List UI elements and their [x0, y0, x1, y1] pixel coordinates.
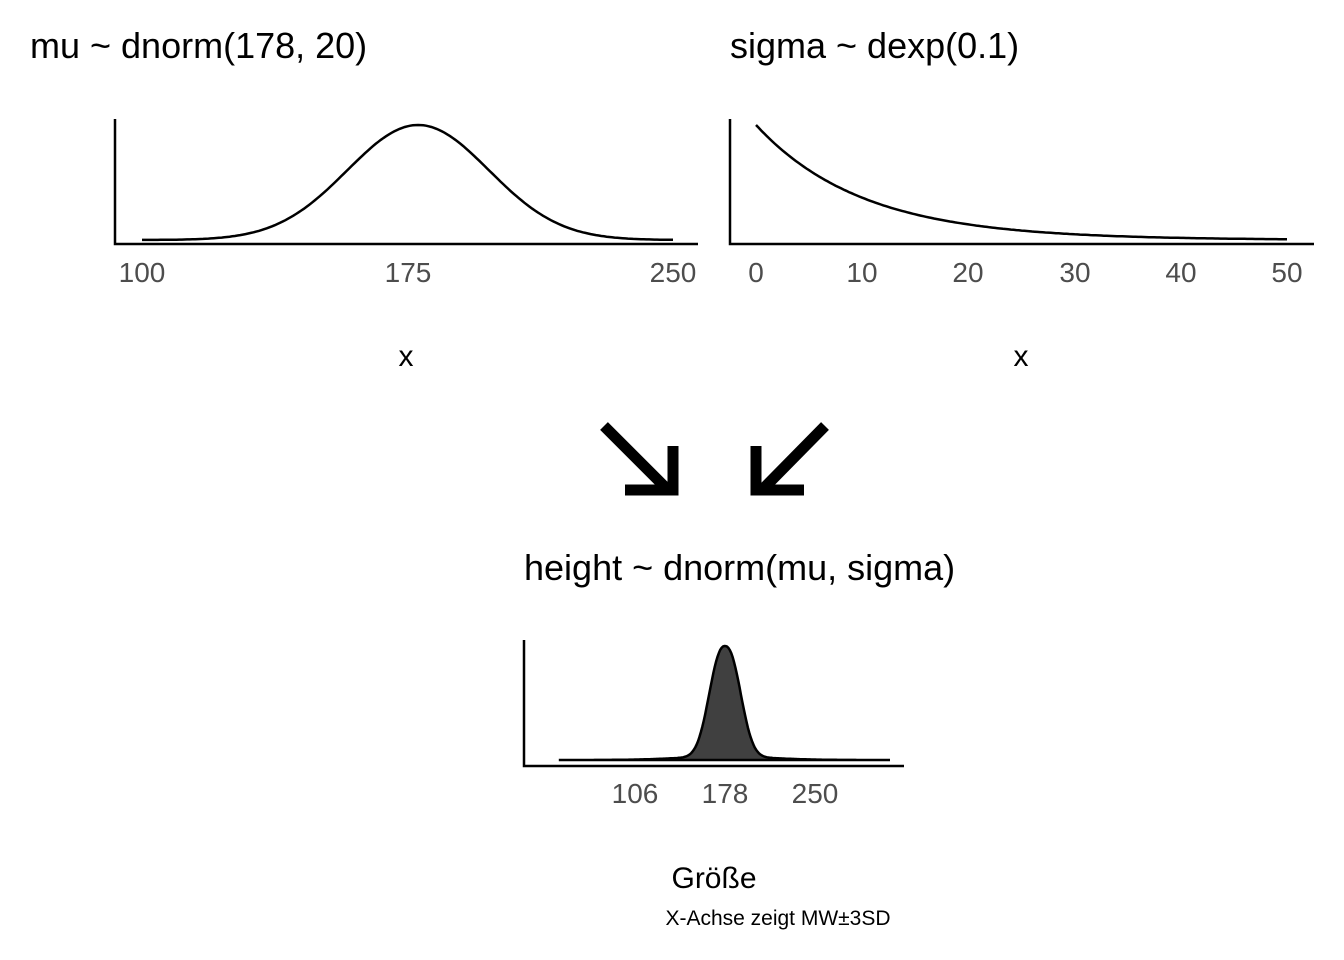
sigma-prior-panel: sigma ~ dexp(0.1) 0 10 20 30 40 50 x: [728, 25, 1314, 373]
sigma-prior-axes: [728, 119, 1314, 246]
mu-prior-panel: mu ~ dnorm(178, 20) 100 175 250 x: [30, 25, 698, 373]
mu-prior-axes: [113, 119, 698, 246]
sigma-prior-tick-label: 20: [952, 257, 983, 288]
arrow-down-right-icon: [600, 422, 679, 496]
height-tick-label: 106: [612, 778, 659, 809]
sigma-prior-density-curve: [755, 124, 1287, 241]
height-caption: X-Achse zeigt MW±3SD: [665, 907, 890, 930]
mu-prior-x-axis-label: x: [399, 340, 414, 373]
height-panel: height ~ dnorm(mu, sigma) 106 178 250 Gr…: [522, 547, 955, 930]
mu-prior-tick-label: 250: [650, 257, 697, 288]
height-density-area: [558, 644, 890, 762]
sigma-prior-tick-label: 10: [846, 257, 877, 288]
sigma-prior-tick-label: 50: [1271, 257, 1302, 288]
mu-prior-density-curve: [142, 123, 673, 242]
sigma-prior-x-axis-label: x: [1014, 340, 1029, 373]
sigma-prior-tick-label: 40: [1165, 257, 1196, 288]
sigma-prior-tick-label: 0: [748, 257, 764, 288]
height-tick-label: 178: [702, 778, 749, 809]
height-axes: [522, 640, 904, 768]
height-title: height ~ dnorm(mu, sigma): [524, 547, 955, 588]
mu-prior-title: mu ~ dnorm(178, 20): [30, 25, 367, 66]
mu-prior-tick-label: 175: [385, 257, 432, 288]
height-x-axis-label: Größe: [671, 862, 756, 895]
height-tick-label: 250: [792, 778, 839, 809]
mu-prior-tick-label: 100: [119, 257, 166, 288]
arrow-down-left-icon: [750, 422, 829, 496]
sigma-prior-tick-label: 30: [1059, 257, 1090, 288]
sigma-prior-title: sigma ~ dexp(0.1): [730, 25, 1019, 66]
